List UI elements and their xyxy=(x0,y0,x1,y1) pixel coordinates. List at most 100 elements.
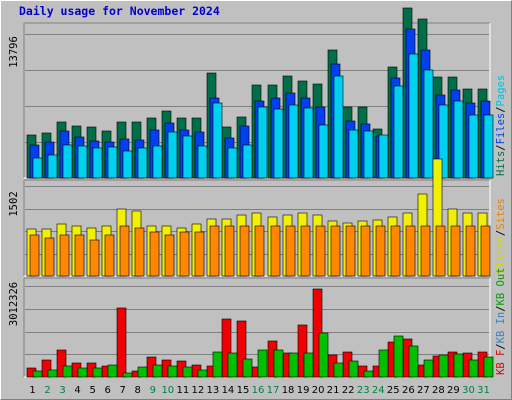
bar-pages-day-28 xyxy=(438,104,449,179)
bar-kb-out-day-26 xyxy=(408,345,419,378)
bar-pages-day-13 xyxy=(212,102,223,179)
x-tick-label: 5 xyxy=(89,385,95,396)
bar-kb-out-day-7 xyxy=(122,372,133,378)
bar-kb-f-day-14 xyxy=(221,318,232,378)
bar-pages-day-24 xyxy=(378,134,389,179)
bar-kb-out-day-20 xyxy=(318,332,329,378)
legend-entry: Files xyxy=(495,113,507,145)
legend-separator: / xyxy=(495,305,507,311)
bar-kb-out-day-23 xyxy=(363,370,374,378)
x-tick-label: 23 xyxy=(357,385,370,396)
legend-separator: / xyxy=(495,343,507,349)
bar-kb-out-day-29 xyxy=(453,353,464,378)
bar-kb-out-day-1 xyxy=(32,370,43,378)
x-tick-label: 13 xyxy=(207,385,220,396)
chart-title: Daily usage for November 2024 xyxy=(19,4,220,18)
bar-pages-day-19 xyxy=(303,107,314,179)
bar-kb-f-day-7 xyxy=(116,307,127,378)
legend-separator: / xyxy=(495,106,507,112)
bar-kb-out-day-6 xyxy=(107,364,118,378)
bar-sites-day-14 xyxy=(224,225,235,277)
bar-sites-day-30 xyxy=(465,225,476,277)
bar-pages-day-14 xyxy=(227,147,238,179)
bar-sites-day-17 xyxy=(270,225,281,277)
x-tick-label: 12 xyxy=(192,385,205,396)
bar-sites-day-6 xyxy=(104,234,115,277)
bar-pages-day-27 xyxy=(423,69,434,179)
x-tick-label: 17 xyxy=(267,385,280,396)
bar-pages-day-17 xyxy=(273,108,284,179)
x-tick-label: 6 xyxy=(104,385,110,396)
bar-sites-day-19 xyxy=(300,225,311,277)
x-tick-label: 26 xyxy=(402,385,415,396)
bar-pages-day-30 xyxy=(468,114,479,179)
bar-kb-out-day-12 xyxy=(197,369,208,378)
bar-pages-day-5 xyxy=(92,147,103,179)
bar-sites-day-12 xyxy=(194,231,205,277)
y-max-label: 13796 xyxy=(8,36,20,68)
bar-pages-day-1 xyxy=(32,157,43,179)
bar-sites-day-26 xyxy=(405,225,416,277)
bar-kb-out-day-27 xyxy=(423,359,434,378)
bar-pages-day-7 xyxy=(122,150,133,179)
bar-sites-day-7 xyxy=(119,225,130,277)
bar-kb-out-day-25 xyxy=(393,335,404,378)
bar-kb-out-day-18 xyxy=(288,352,299,378)
bar-kb-out-day-11 xyxy=(182,366,193,378)
legend-entry: Visits xyxy=(495,236,507,274)
x-tick-label: 4 xyxy=(74,385,80,396)
bar-sites-day-31 xyxy=(480,225,491,277)
bar-pages-day-2 xyxy=(47,154,58,179)
bar-kb-out-day-14 xyxy=(227,352,238,378)
bar-kb-f-day-19 xyxy=(297,324,308,378)
bar-pages-day-25 xyxy=(393,85,404,179)
bar-pages-day-3 xyxy=(62,144,73,179)
bar-pages-day-12 xyxy=(197,145,208,179)
bar-kb-f-day-15 xyxy=(236,320,247,378)
bar-pages-day-21 xyxy=(333,75,344,179)
bar-sites-day-24 xyxy=(375,225,386,277)
bar-sites-day-15 xyxy=(239,225,250,277)
bar-sites-day-21 xyxy=(330,225,341,277)
bar-sites-day-11 xyxy=(179,231,190,277)
legend-entry: Pages xyxy=(495,75,507,107)
bar-sites-day-8 xyxy=(134,227,145,277)
x-tick-label: 30 xyxy=(462,385,475,396)
x-tick-label: 28 xyxy=(432,385,445,396)
x-tick-label: 31 xyxy=(477,385,490,396)
x-tick-label: 14 xyxy=(222,385,235,396)
bar-sites-day-18 xyxy=(285,225,296,277)
bar-kb-out-day-30 xyxy=(468,359,479,378)
bar-pages-day-18 xyxy=(288,104,299,179)
x-tick-label: 3 xyxy=(59,385,65,396)
bar-kb-out-day-13 xyxy=(212,351,223,378)
x-tick-label: 19 xyxy=(297,385,310,396)
bar-kb-f-day-2 xyxy=(41,359,52,378)
bar-kb-out-day-2 xyxy=(47,369,58,378)
y-max-label: 1502 xyxy=(8,191,20,216)
x-tick-label: 22 xyxy=(342,385,355,396)
x-tick-label: 7 xyxy=(120,385,126,396)
plot-area-3 xyxy=(24,278,490,377)
legend-separator: / xyxy=(495,230,507,236)
x-tick-label: 8 xyxy=(135,385,141,396)
bar-sites-day-2 xyxy=(44,237,55,277)
bar-pages-day-26 xyxy=(408,53,419,179)
bar-kb-out-day-21 xyxy=(333,362,344,378)
bar-sites-day-25 xyxy=(390,225,401,277)
bar-pages-day-6 xyxy=(107,146,118,179)
bar-sites-day-28 xyxy=(435,225,446,277)
x-tick-label: 2 xyxy=(44,385,50,396)
x-tick-label: 11 xyxy=(176,385,189,396)
bar-sites-day-29 xyxy=(450,225,461,277)
bar-pages-day-29 xyxy=(453,100,464,179)
x-tick-label: 25 xyxy=(387,385,400,396)
x-tick-label: 21 xyxy=(327,385,340,396)
legend: KB F/KB In/KB Out xyxy=(495,268,507,376)
x-tick-label: 18 xyxy=(282,385,295,396)
bar-kb-out-day-5 xyxy=(92,367,103,378)
bar-kb-out-day-4 xyxy=(77,367,88,378)
legend: Hits/Files/Pages xyxy=(495,75,507,176)
bar-kb-out-day-24 xyxy=(378,349,389,378)
